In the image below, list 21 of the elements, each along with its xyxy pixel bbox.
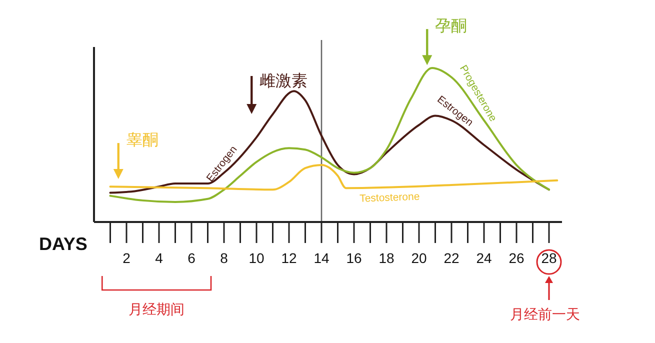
x-tick-label: 20 [411,250,427,266]
x-tick-label: 18 [378,250,394,266]
x-tick-label: 4 [155,250,164,266]
x-tick-label: 12 [281,250,297,266]
x-tick-label: 14 [314,250,330,266]
x-tick-label: 2 [122,250,131,266]
annotation: 睾酮 [126,130,158,150]
x-tick-label: 24 [476,250,492,266]
x-tick-label: 8 [220,250,228,266]
text: 月经前一天 [510,307,580,323]
x-axis-title: DAYS [39,234,88,254]
x-tick-label: 28 [541,250,557,266]
annotation: 雌激素 [260,71,308,90]
x-tick-label: 6 [188,250,196,266]
annotation: 孕酮 [435,16,468,36]
x-tick-label: 10 [248,250,264,266]
text: 月经期间 [128,302,185,318]
x-tick-label: 22 [444,250,460,266]
x-tick-label: 26 [508,250,524,266]
series-label: Testosterone [359,190,420,205]
x-tick-label: 16 [346,250,362,266]
